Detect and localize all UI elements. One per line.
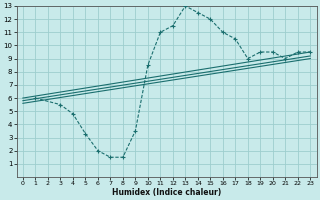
X-axis label: Humidex (Indice chaleur): Humidex (Indice chaleur) bbox=[112, 188, 221, 197]
